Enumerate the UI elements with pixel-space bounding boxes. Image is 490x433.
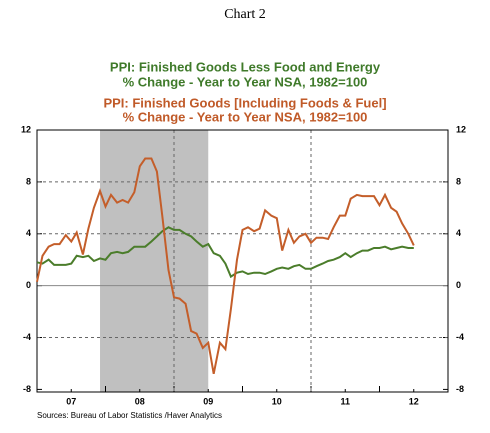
plot-frame <box>36 129 449 393</box>
source-note: Sources: Bureau of Labor Statistics /Hav… <box>37 411 222 420</box>
y-tick-label: 8 <box>26 176 31 186</box>
y-tick-label: 0 <box>26 280 31 290</box>
y-tick-label: -4 <box>23 332 31 342</box>
x-tick-label: 09 <box>203 396 213 406</box>
chart-title: Chart 2 <box>224 7 266 22</box>
legend-entry: PPI: Finished Goods [Including Foods & F… <box>103 95 386 110</box>
series-line <box>36 157 415 374</box>
y-tick-label: 4 <box>26 228 31 238</box>
y2-tick-label: 0 <box>456 280 461 290</box>
legend-subtitle: % Change - Year to Year NSA, 1982=100 <box>123 109 368 124</box>
x-tick-label: 11 <box>340 396 350 406</box>
recession-shade <box>100 130 209 392</box>
y2-tick-label: 12 <box>456 124 466 134</box>
legend-subtitle: % Change - Year to Year NSA, 1982=100 <box>123 74 368 89</box>
series-line <box>36 226 414 279</box>
y-tick-label: 12 <box>21 124 31 134</box>
x-tick-label: 12 <box>409 396 419 406</box>
legend-entry: PPI: Finished Goods Less Food and Energy <box>110 59 381 74</box>
y2-tick-label: 8 <box>456 176 461 186</box>
y2-tick-label: -4 <box>456 332 464 342</box>
y2-tick-label: -8 <box>456 384 464 394</box>
x-tick-label: 08 <box>135 396 145 406</box>
y-tick-label: -8 <box>23 384 31 394</box>
y2-tick-label: 4 <box>456 228 461 238</box>
x-tick-label: 10 <box>272 396 282 406</box>
x-tick-label: 07 <box>66 396 76 406</box>
